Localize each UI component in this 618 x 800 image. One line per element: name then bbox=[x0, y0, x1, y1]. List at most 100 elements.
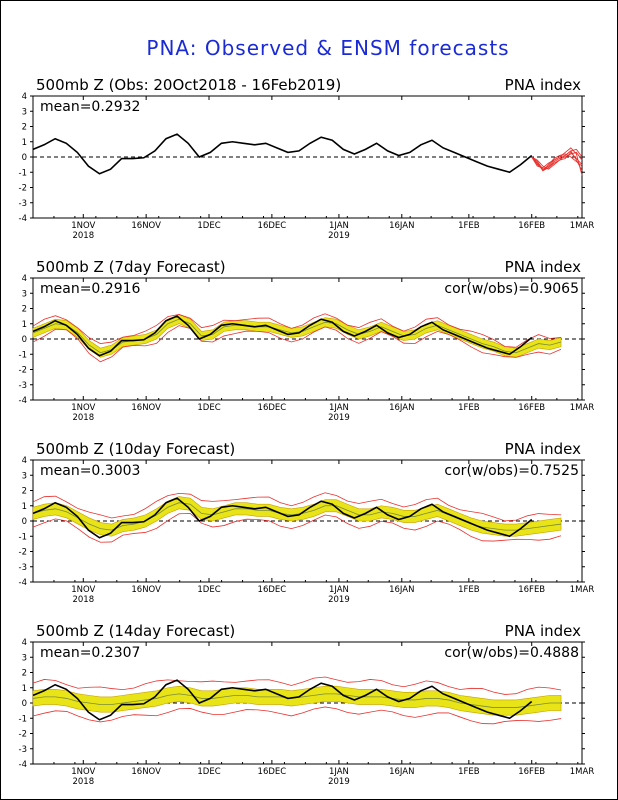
x-tick-label: 1MAR bbox=[570, 403, 595, 413]
x-tick-label: 16FEB bbox=[518, 403, 545, 413]
y-tick-label: -3 bbox=[19, 563, 27, 573]
x-tick-label: 16JAN bbox=[389, 403, 414, 413]
y-tick-label: 2 bbox=[22, 123, 27, 133]
x-tick-year: 2018 bbox=[72, 231, 94, 241]
y-tick-label: -2 bbox=[19, 730, 27, 740]
x-tick-year: 2018 bbox=[72, 777, 94, 787]
correlation-label: cor(w/obs)=0.4888 bbox=[444, 645, 579, 661]
x-tick-label: 1FEB bbox=[458, 767, 480, 777]
x-tick-label: 1JAN bbox=[329, 585, 349, 595]
y-tick-label: -2 bbox=[19, 366, 27, 376]
y-tick-label: -1 bbox=[19, 168, 27, 178]
forecast-lower-bound bbox=[32, 706, 562, 725]
x-tick-year: 2018 bbox=[72, 413, 94, 423]
y-tick-label: -4 bbox=[19, 396, 27, 406]
y-tick-label: 0 bbox=[22, 517, 27, 527]
observed-line bbox=[32, 679, 533, 721]
forecast-upper-bound bbox=[32, 492, 562, 522]
x-tick-year: 2019 bbox=[328, 413, 350, 423]
y-tick-label: -4 bbox=[19, 760, 27, 770]
y-tick-label: -1 bbox=[19, 350, 27, 360]
forecast-member-line bbox=[531, 150, 583, 171]
x-tick-label: 1JAN bbox=[329, 403, 349, 413]
x-tick-label: 1DEC bbox=[197, 403, 220, 413]
y-tick-label: -2 bbox=[19, 548, 27, 558]
y-tick-label: -3 bbox=[19, 381, 27, 391]
y-tick-label: 1 bbox=[22, 138, 27, 148]
chart-panel-3: 500mb Z (10day Forecast) PNA index 4 3 2 1 0 -1… bbox=[19, 440, 595, 605]
x-tick-label: 16NOV bbox=[131, 585, 161, 595]
x-tick-label: 16FEB bbox=[518, 221, 545, 231]
panel-title: 500mb Z (Obs: 20Oct2018 - 16Feb2019) bbox=[36, 76, 341, 94]
y-tick-label: 4 bbox=[22, 92, 27, 102]
y-tick-label: 3 bbox=[22, 653, 27, 663]
panel-right-label: PNA index bbox=[505, 258, 581, 276]
y-tick-label: -4 bbox=[19, 578, 27, 588]
mean-label: mean=0.3003 bbox=[40, 463, 140, 479]
x-tick-label: 1NOV bbox=[71, 403, 95, 413]
chart-panel-1: 500mb Z (Obs: 20Oct2018 - 16Feb2019) PNA … bbox=[19, 76, 595, 241]
x-tick-label: 16NOV bbox=[131, 403, 161, 413]
mean-label: mean=0.2307 bbox=[40, 645, 140, 661]
x-tick-label: 1JAN bbox=[329, 767, 349, 777]
x-tick-label: 16NOV bbox=[131, 767, 161, 777]
forecast-member-line bbox=[531, 151, 583, 172]
forecast-spread-band bbox=[32, 314, 562, 358]
y-tick-label: 3 bbox=[22, 107, 27, 117]
x-tick-label: 16JAN bbox=[389, 221, 414, 231]
x-tick-label: 1NOV bbox=[71, 767, 95, 777]
x-tick-label: 1FEB bbox=[458, 585, 480, 595]
panel-right-label: PNA index bbox=[505, 76, 581, 94]
forecast-lower-bound bbox=[32, 325, 562, 363]
panel-title: 500mb Z (14day Forecast) bbox=[36, 622, 235, 640]
y-tick-label: -3 bbox=[19, 745, 27, 755]
y-tick-label: -2 bbox=[19, 184, 27, 194]
y-tick-label: 1 bbox=[22, 320, 27, 330]
y-tick-label: 3 bbox=[22, 289, 27, 299]
x-tick-label: 16JAN bbox=[389, 585, 414, 595]
x-tick-label: 1NOV bbox=[71, 221, 95, 231]
correlation-label: cor(w/obs)=0.9065 bbox=[444, 281, 579, 297]
x-tick-label: 16DEC bbox=[258, 767, 287, 777]
y-tick-label: 2 bbox=[22, 305, 27, 315]
correlation-label: cor(w/obs)=0.7525 bbox=[444, 463, 579, 479]
x-tick-label: 1NOV bbox=[71, 585, 95, 595]
forecast-upper-bound bbox=[32, 676, 562, 695]
page-title: PNA: Observed & ENSM forecasts bbox=[146, 36, 510, 60]
x-tick-label: 1FEB bbox=[458, 221, 480, 231]
y-tick-label: 0 bbox=[22, 699, 27, 709]
y-tick-label: 2 bbox=[22, 487, 27, 497]
forecast-mean-line bbox=[32, 318, 562, 354]
y-tick-label: 2 bbox=[22, 669, 27, 679]
x-tick-year: 2018 bbox=[72, 595, 94, 605]
y-tick-label: 1 bbox=[22, 684, 27, 694]
x-tick-label: 16DEC bbox=[258, 403, 287, 413]
x-tick-label: 16FEB bbox=[518, 585, 545, 595]
y-tick-label: 0 bbox=[22, 335, 27, 345]
x-tick-label: 16DEC bbox=[258, 585, 287, 595]
x-tick-year: 2019 bbox=[328, 231, 350, 241]
forecast-upper-bound bbox=[32, 313, 562, 348]
y-tick-label: 3 bbox=[22, 471, 27, 481]
x-tick-label: 1MAR bbox=[570, 585, 595, 595]
y-tick-label: 0 bbox=[22, 153, 27, 163]
x-tick-label: 16JAN bbox=[389, 767, 414, 777]
y-tick-label: 4 bbox=[22, 638, 27, 648]
forecast-lower-bound bbox=[32, 513, 562, 543]
mean-label: mean=0.2916 bbox=[40, 281, 141, 297]
x-tick-label: 1JAN bbox=[329, 221, 349, 231]
forecast-spread-band bbox=[32, 685, 562, 716]
x-tick-year: 2019 bbox=[328, 777, 350, 787]
x-tick-label: 16DEC bbox=[258, 221, 287, 231]
x-tick-label: 1MAR bbox=[570, 767, 595, 777]
y-tick-label: 4 bbox=[22, 456, 27, 466]
y-tick-label: -3 bbox=[19, 199, 27, 209]
y-tick-label: -4 bbox=[19, 214, 27, 224]
x-tick-label: 1DEC bbox=[197, 221, 220, 231]
x-tick-label: 1DEC bbox=[197, 585, 220, 595]
y-tick-label: 4 bbox=[22, 274, 27, 284]
observed-line bbox=[32, 497, 533, 539]
x-tick-label: 1FEB bbox=[458, 403, 480, 413]
x-tick-label: 1MAR bbox=[570, 221, 595, 231]
